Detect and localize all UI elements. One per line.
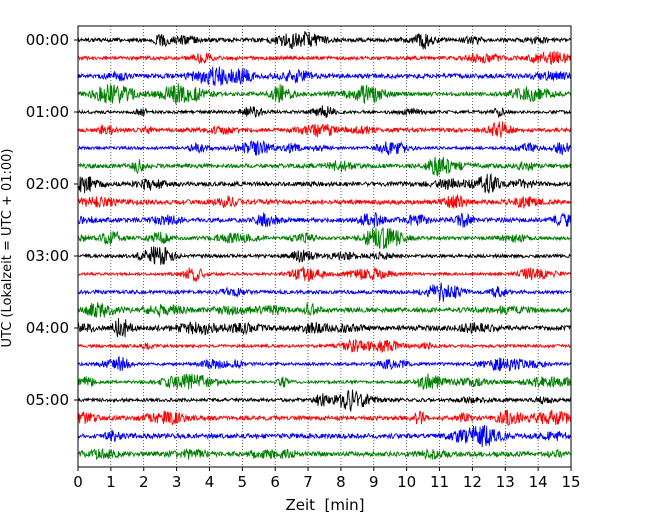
seismogram-trace	[77, 31, 572, 50]
seismogram-trace	[77, 266, 572, 283]
x-tick-label: 6	[270, 473, 280, 491]
x-tick-label: 10	[397, 473, 416, 491]
seismogram-trace	[77, 83, 572, 105]
seismogram-traces	[77, 31, 572, 461]
x-tick-label: 14	[529, 473, 548, 491]
seismogram-trace	[77, 302, 572, 318]
seismogram-trace	[77, 193, 572, 209]
seismogram-trace	[77, 173, 572, 194]
y-tick-label: 01:00	[26, 103, 69, 121]
seismogram-trace	[77, 227, 572, 250]
x-tick-label: 15	[561, 473, 580, 491]
seismogram-trace	[77, 212, 572, 228]
x-tick-label: 7	[303, 473, 313, 491]
y-tick-label: 04:00	[26, 319, 69, 337]
plot-frame	[77, 25, 572, 468]
x-axis-label: Zeit [min]	[285, 496, 364, 514]
seismogram-trace	[77, 338, 572, 354]
seismogram-trace	[77, 373, 572, 390]
x-tick-label: 11	[430, 473, 449, 491]
y-axis-label: UTC (Lokalzeit = UTC + 01:00)	[0, 149, 15, 348]
x-tick-label: 9	[369, 473, 379, 491]
seismogram-trace	[77, 66, 572, 87]
y-tick-label: 05:00	[26, 391, 69, 409]
y-tick-label: 03:00	[26, 247, 69, 265]
x-tick-label: 5	[238, 473, 248, 491]
y-tick-label: 02:00	[26, 175, 69, 193]
x-tick-label: 0	[73, 473, 83, 491]
seismogram-trace	[77, 318, 572, 338]
seismogram-trace	[77, 121, 572, 138]
x-tick-label: 13	[496, 473, 515, 491]
x-axis-ticks: 0 1 2 3 4 5 6 7 8 9 10 11 12 13 14 15	[73, 467, 581, 491]
x-tick-label: 2	[139, 473, 149, 491]
seismogram-trace	[77, 105, 572, 119]
seismogram-trace	[77, 424, 572, 448]
seismogram-trace	[77, 282, 572, 302]
seismogram-trace	[77, 246, 572, 265]
seismogram-trace	[77, 51, 572, 66]
x-tick-label: 8	[336, 473, 346, 491]
x-tick-label: 12	[463, 473, 482, 491]
y-tick-label: 00:00	[26, 31, 69, 49]
seismogram-trace	[77, 409, 572, 426]
y-axis-ticks: 00:00 01:00 02:00 03:00 04:00 05:00	[26, 31, 78, 409]
seismogram-trace	[77, 447, 572, 461]
x-tick-label: 3	[172, 473, 182, 491]
seismogram-trace	[77, 389, 572, 413]
seismogram-trace	[77, 156, 572, 177]
x-tick-label: 4	[205, 473, 215, 491]
seismogram-trace	[77, 139, 572, 156]
x-tick-label: 1	[106, 473, 116, 491]
seismogram-trace	[77, 356, 572, 372]
